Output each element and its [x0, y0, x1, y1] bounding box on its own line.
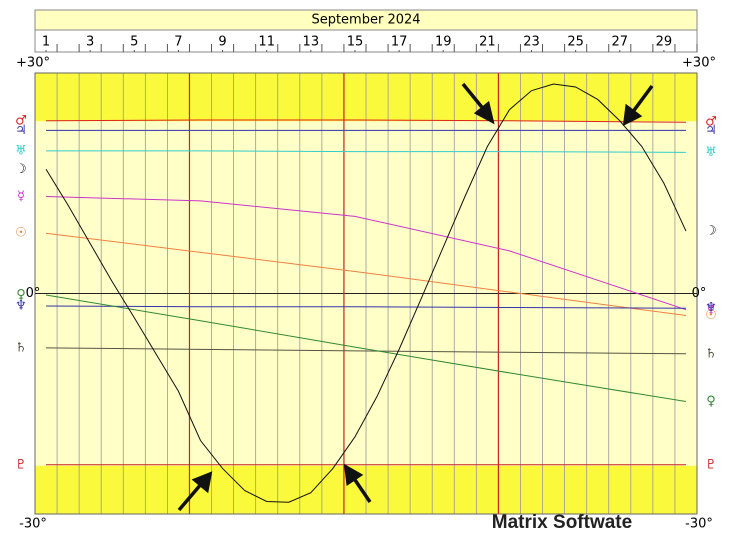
series-label-left: ☽: [15, 162, 27, 177]
series-line: [46, 150, 686, 153]
chart-title: September 2024: [311, 13, 420, 28]
series-label-right: ♇: [705, 457, 717, 472]
plot-area: 1 3 5 7 9 11 13 15 17 19 21 23 25 27 29+30° +30°0° 0°-30…: [15, 35, 717, 532]
series-label-left: ♃: [15, 123, 27, 138]
series-label-right: ♃: [705, 123, 717, 138]
series-label-left: ♀: [16, 287, 26, 302]
arrow-head: [622, 103, 643, 127]
arrow-head: [343, 463, 364, 487]
arrow-head: [473, 100, 495, 125]
arrow: [351, 476, 372, 503]
series-label-right: ♄: [705, 346, 717, 361]
x-tick-label: 19: [435, 35, 452, 50]
x-tick-label: 21: [479, 35, 496, 50]
series-label-right: ♀: [706, 394, 716, 409]
series-line: [45, 294, 687, 403]
series-label-left: ♇: [15, 457, 27, 472]
watermark: Matrix Softwate: [492, 512, 632, 533]
x-tick-label: 3: [86, 35, 94, 50]
x-tick-label: 9: [218, 35, 226, 50]
series-label-right: ☉: [705, 308, 717, 323]
series-line: [46, 347, 686, 355]
series-label-right: ♅: [705, 145, 717, 160]
x-tick-label: 29: [656, 35, 673, 50]
y-tick-label: -30°: [19, 517, 47, 532]
arrow: [177, 481, 204, 512]
arrows: [177, 82, 654, 512]
arrow: [461, 82, 487, 113]
series-label-left: ♆: [15, 298, 27, 313]
series-label-right: ♆: [705, 301, 717, 316]
series-line: [46, 195, 687, 311]
x-tick-label: 7: [174, 35, 182, 50]
x-tick-label: 13: [303, 35, 320, 50]
series-label-left: ♅: [15, 143, 27, 158]
x-tick-label: 25: [567, 35, 584, 50]
x-tick-label: 5: [130, 35, 138, 50]
y-tick-label: 0°: [26, 286, 41, 301]
y-tick-label: +30°: [16, 56, 50, 71]
series-line: [45, 232, 687, 317]
x-tick-label: 1: [42, 35, 50, 50]
series-line: [46, 119, 686, 123]
x-tick-label: 15: [347, 35, 364, 50]
series-line: [45, 83, 687, 503]
x-tick-label: 27: [611, 35, 628, 50]
arrow: [630, 84, 654, 115]
series-line: [46, 305, 686, 309]
x-tick-label: 23: [523, 35, 540, 50]
series-label-left: ☿: [17, 189, 25, 204]
series-label-right: ☽: [705, 224, 717, 239]
arrow-head: [191, 471, 213, 494]
series-label-left: ♄: [15, 340, 27, 355]
y-tick-label: 0°: [692, 286, 707, 301]
y-tick-label: -30°: [685, 517, 713, 532]
series-label-left: ☉: [15, 226, 27, 241]
series-label-right: ♂: [705, 115, 717, 130]
series-label-right: ☿: [707, 302, 715, 317]
x-tick-label: 11: [258, 35, 275, 50]
y-tick-label: +30°: [682, 56, 716, 71]
x-tick-label: 17: [391, 35, 408, 50]
series-label-left: ♂: [15, 113, 27, 128]
